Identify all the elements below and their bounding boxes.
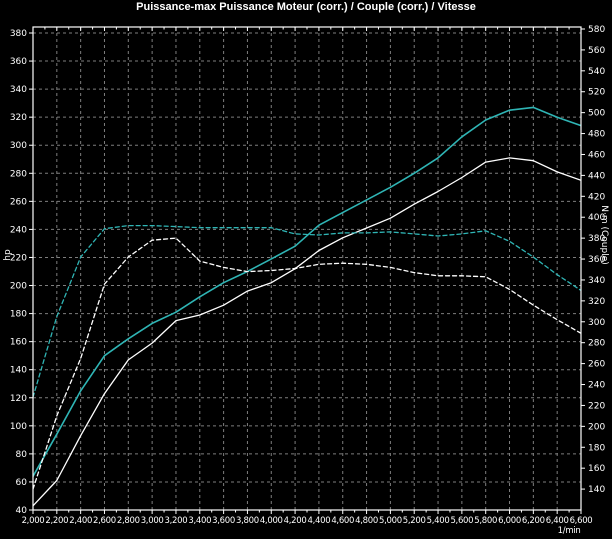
svg-text:540: 540 [588,67,605,77]
svg-text:260: 260 [588,360,605,370]
puissance-moteur-corrigee-curve [33,106,581,478]
svg-text:340: 340 [10,85,27,95]
svg-text:5,600: 5,600 [450,516,473,526]
svg-text:400: 400 [588,213,605,223]
svg-text:180: 180 [588,443,605,453]
svg-text:2,800: 2,800 [117,516,140,526]
right-axis-labels: 140 160 180 200 220 240 260 280 300 320 340 360 380 4… [588,25,605,495]
svg-text:2,200: 2,200 [45,516,68,526]
svg-text:440: 440 [588,171,605,181]
svg-text:3,800: 3,800 [236,516,259,526]
svg-text:80: 80 [16,450,28,460]
svg-text:140: 140 [588,485,605,495]
svg-text:4,600: 4,600 [331,516,354,526]
svg-text:380: 380 [10,29,27,39]
couple-corrige-curve [33,224,581,398]
svg-text:180: 180 [10,310,27,320]
x-axis-unit-label: 1/min [558,526,581,536]
svg-text:3,000: 3,000 [141,516,164,526]
svg-text:420: 420 [588,192,605,202]
svg-text:5,200: 5,200 [403,516,426,526]
svg-text:300: 300 [588,318,605,328]
svg-text:260: 260 [10,197,27,207]
svg-text:40: 40 [16,506,28,516]
svg-text:500: 500 [588,109,605,119]
svg-text:580: 580 [588,25,605,35]
left-axis-unit-label: hp [3,249,13,261]
x-axis-labels: 2,000 2,200 2,400 2,600 2,800 3,000 3,200 3,400… [22,516,593,526]
right-axis-unit-label: N·m (Couple) [599,205,609,265]
svg-text:520: 520 [588,88,605,98]
svg-text:2,400: 2,400 [69,516,92,526]
svg-text:320: 320 [10,113,27,123]
svg-text:280: 280 [10,169,27,179]
svg-text:5,000: 5,000 [379,516,402,526]
svg-text:220: 220 [10,253,27,263]
svg-text:4,200: 4,200 [284,516,307,526]
svg-text:4,800: 4,800 [355,516,378,526]
svg-text:4,400: 4,400 [307,516,330,526]
svg-text:220: 220 [588,401,605,411]
svg-text:280: 280 [588,339,605,349]
puissance-origine-curve [33,157,581,507]
svg-text:140: 140 [10,366,27,376]
couple-origine-curve [33,237,581,490]
axis-ticks [29,27,585,514]
svg-text:460: 460 [588,150,605,160]
svg-text:100: 100 [10,422,27,432]
svg-text:360: 360 [588,255,605,265]
svg-text:240: 240 [588,381,605,391]
svg-text:60: 60 [16,478,28,488]
svg-text:6,600: 6,600 [570,516,593,526]
svg-text:120: 120 [10,394,27,404]
svg-text:300: 300 [10,141,27,151]
svg-text:2,000: 2,000 [22,516,45,526]
svg-text:160: 160 [10,338,27,348]
svg-text:320: 320 [588,297,605,307]
svg-text:3,400: 3,400 [188,516,211,526]
svg-text:480: 480 [588,130,605,140]
svg-text:2,600: 2,600 [93,516,116,526]
left-axis-labels: 40 60 80 100 120 140 160 180 200 220 240 260 280 300 3… [10,29,27,516]
svg-text:200: 200 [10,282,27,292]
svg-text:200: 200 [588,422,605,432]
svg-text:3,200: 3,200 [165,516,188,526]
plot-frame [32,26,582,511]
svg-text:4,000: 4,000 [260,516,283,526]
svg-text:6,000: 6,000 [498,516,521,526]
svg-text:6,200: 6,200 [522,516,545,526]
svg-text:6,400: 6,400 [546,516,569,526]
svg-text:240: 240 [10,225,27,235]
svg-text:5,400: 5,400 [427,516,450,526]
svg-text:160: 160 [588,464,605,474]
chart-title: Puissance-max Puissance Moteur (corr.) /… [136,1,476,13]
curves [33,106,581,507]
svg-text:5,800: 5,800 [474,516,497,526]
svg-text:3,600: 3,600 [212,516,235,526]
svg-text:380: 380 [588,234,605,244]
svg-text:360: 360 [10,57,27,67]
grid-lines [33,27,581,510]
svg-text:340: 340 [588,276,605,286]
svg-text:560: 560 [588,46,605,56]
